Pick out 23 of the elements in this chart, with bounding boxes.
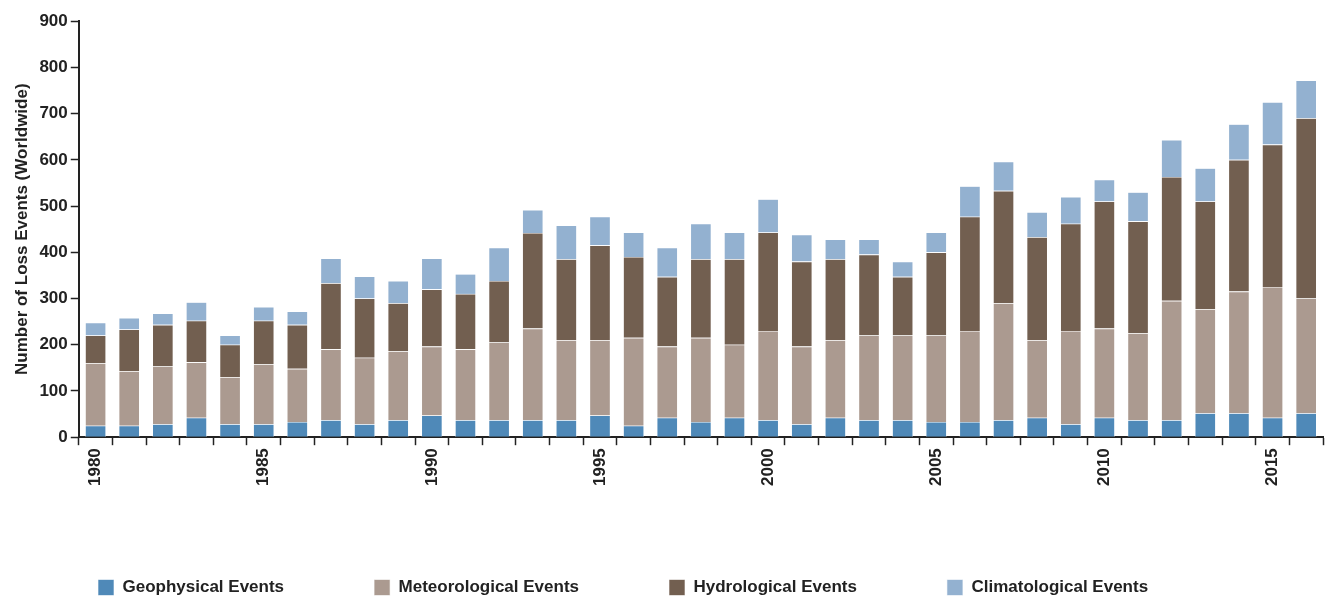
y-tick-label: 900 (39, 10, 68, 30)
x-tick-label: 2010 (1094, 448, 1114, 487)
y-tick-label: 0 (58, 426, 68, 446)
y-tick-label: 800 (39, 57, 68, 77)
x-tick-label: 1985 (253, 448, 273, 487)
x-tick-label: 1980 (85, 448, 105, 487)
y-tick-label: 100 (39, 380, 68, 400)
x-tick-label: 1995 (589, 448, 609, 487)
y-axis-title: Number of Loss Events (Worldwide) (11, 83, 31, 375)
x-tick-label: 2000 (757, 448, 777, 487)
y-tick-label: 300 (39, 288, 68, 308)
y-tick-label: 700 (39, 103, 68, 123)
x-tick-label: 1990 (421, 448, 441, 487)
legend-label: Geophysical Events (122, 577, 285, 597)
y-tick-label: 600 (39, 149, 68, 169)
legend-label: Climatological Events (971, 577, 1149, 597)
y-tick-label: 500 (39, 195, 68, 215)
x-tick-label: 2015 (1262, 448, 1282, 487)
x-tick-label: 2005 (925, 448, 945, 487)
legend-label: Hydrological Events (693, 577, 857, 597)
y-tick-label: 400 (39, 241, 68, 261)
legend-label: Meteorological Events (398, 577, 579, 597)
y-tick-label: 200 (39, 334, 68, 354)
